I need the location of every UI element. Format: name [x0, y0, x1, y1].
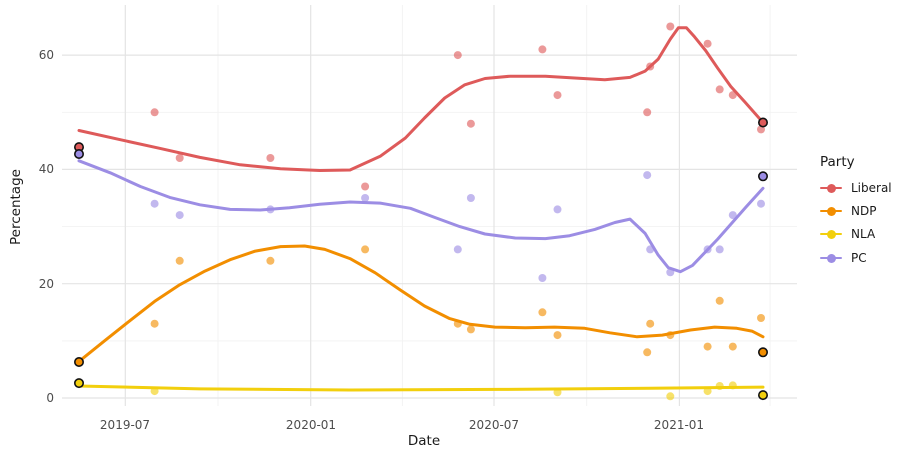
smooth-line-pc [77, 159, 765, 274]
poll-point-liberal [453, 51, 462, 60]
poll-point-pc [646, 245, 655, 254]
smooth-line-liberal [77, 26, 765, 172]
series-pc [74, 149, 768, 282]
election-point-pc [74, 149, 85, 160]
poll-point-ndp [266, 256, 275, 265]
poll-point-nla [703, 387, 712, 396]
poll-point-ndp [538, 308, 547, 317]
poll-point-ndp [453, 319, 462, 328]
poll-point-liberal [466, 119, 475, 128]
poll-point-pc [175, 211, 184, 220]
poll-point-liberal [646, 62, 655, 71]
legend-item-pc: PC [820, 249, 867, 267]
series-ndp [74, 244, 768, 367]
poll-point-liberal [175, 154, 184, 162]
poll-point-liberal [538, 45, 547, 54]
x-tick-label-2019-07: 2019-07 [99, 418, 151, 432]
legend-label-pc: PC [851, 251, 867, 265]
y-tick-label-0: 0 [46, 391, 54, 405]
poll-point-pc [703, 245, 712, 254]
poll-point-pc [757, 199, 765, 208]
poll-point-nla [728, 381, 737, 390]
poll-point-nla [553, 388, 562, 397]
election-point-nla [757, 390, 768, 401]
poll-point-nla [150, 387, 159, 396]
legend-key-nla-icon [820, 225, 842, 243]
poll-point-pc [728, 211, 737, 220]
poll-point-ndp [553, 331, 562, 340]
legend-label-nla: NLA [851, 227, 876, 241]
poll-point-ndp [150, 319, 159, 328]
poll-point-liberal [703, 39, 712, 48]
poll-point-pc [266, 205, 275, 214]
poll-point-pc [715, 245, 724, 254]
x-axis-title: Date [407, 433, 441, 449]
election-point-ndp [757, 347, 768, 358]
poll-point-ndp [715, 296, 724, 305]
legend-key-pc-icon [820, 249, 842, 267]
legend-item-liberal: Liberal [820, 179, 892, 197]
x-tick-label-2020-01: 2020-01 [285, 418, 337, 432]
poll-point-liberal [728, 91, 737, 100]
y-tick-label-40: 40 [38, 162, 54, 176]
poll-point-liberal [361, 182, 370, 191]
legend-item-ndp: NDP [820, 202, 876, 220]
poll-point-pc [466, 194, 475, 202]
poll-point-pc [553, 205, 562, 214]
poll-point-ndp [757, 314, 765, 322]
poll-point-liberal [266, 154, 275, 162]
series-nla [74, 378, 768, 401]
legend: Party Liberal NDP NLA PC [812, 0, 900, 460]
election-point-pc [757, 171, 768, 182]
poll-point-pc [666, 268, 675, 277]
poll-point-ndp [666, 331, 675, 340]
poll-point-ndp [466, 325, 475, 334]
legend-item-nla: NLA [820, 225, 875, 243]
poll-point-nla [715, 382, 724, 390]
poll-point-pc [643, 171, 652, 180]
poll-point-liberal [715, 85, 724, 94]
poll-point-ndp [646, 319, 655, 328]
x-tick-label-2021-01: 2021-01 [653, 418, 705, 432]
poll-point-ndp [361, 245, 370, 254]
legend-label-liberal: Liberal [851, 181, 892, 195]
poll-point-liberal [643, 108, 652, 117]
y-tick-label-20: 20 [38, 277, 54, 291]
election-point-nla [74, 378, 85, 389]
series-liberal [74, 22, 768, 191]
legend-key-liberal-icon [820, 179, 842, 197]
poll-point-pc [361, 194, 370, 202]
poll-point-liberal [666, 22, 675, 31]
poll-point-ndp [703, 342, 712, 351]
poll-point-ndp [175, 256, 184, 265]
poll-point-liberal [553, 91, 562, 100]
poll-point-ndp [643, 348, 652, 357]
election-point-ndp [74, 356, 85, 367]
x-tick-label-2020-07: 2020-07 [468, 418, 520, 432]
y-tick-label-60: 60 [38, 48, 54, 62]
smooth-line-nla [77, 384, 765, 392]
legend-title: Party [820, 154, 855, 170]
legend-key-ndp-icon [820, 202, 842, 220]
y-axis-title: Percentage [8, 169, 24, 245]
poll-point-liberal [150, 108, 159, 117]
poll-point-pc [453, 245, 462, 254]
poll-point-pc [538, 274, 547, 282]
poll-point-ndp [728, 342, 737, 351]
legend-label-ndp: NDP [851, 204, 877, 218]
poll-point-pc [150, 199, 159, 208]
poll-point-nla [666, 392, 675, 401]
election-point-liberal [757, 117, 768, 128]
